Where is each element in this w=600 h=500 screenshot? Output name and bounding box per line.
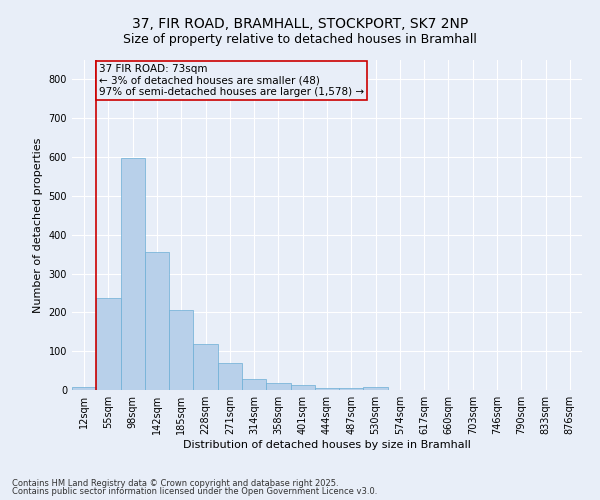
Bar bbox=[169, 310, 193, 390]
Text: Contains HM Land Registry data © Crown copyright and database right 2025.: Contains HM Land Registry data © Crown c… bbox=[12, 478, 338, 488]
Bar bbox=[72, 387, 96, 390]
Bar bbox=[96, 298, 121, 390]
Bar bbox=[315, 388, 339, 390]
Bar bbox=[266, 384, 290, 390]
Text: Contains public sector information licensed under the Open Government Licence v3: Contains public sector information licen… bbox=[12, 487, 377, 496]
X-axis label: Distribution of detached houses by size in Bramhall: Distribution of detached houses by size … bbox=[183, 440, 471, 450]
Bar bbox=[339, 388, 364, 390]
Text: 37, FIR ROAD, BRAMHALL, STOCKPORT, SK7 2NP: 37, FIR ROAD, BRAMHALL, STOCKPORT, SK7 2… bbox=[132, 18, 468, 32]
Text: 37 FIR ROAD: 73sqm
← 3% of detached houses are smaller (48)
97% of semi-detached: 37 FIR ROAD: 73sqm ← 3% of detached hous… bbox=[99, 64, 364, 97]
Bar bbox=[121, 158, 145, 390]
Text: Size of property relative to detached houses in Bramhall: Size of property relative to detached ho… bbox=[123, 32, 477, 46]
Y-axis label: Number of detached properties: Number of detached properties bbox=[33, 138, 43, 312]
Bar bbox=[290, 385, 315, 390]
Bar bbox=[242, 379, 266, 390]
Bar bbox=[218, 363, 242, 390]
Bar bbox=[364, 388, 388, 390]
Bar bbox=[145, 252, 169, 390]
Bar bbox=[193, 344, 218, 390]
